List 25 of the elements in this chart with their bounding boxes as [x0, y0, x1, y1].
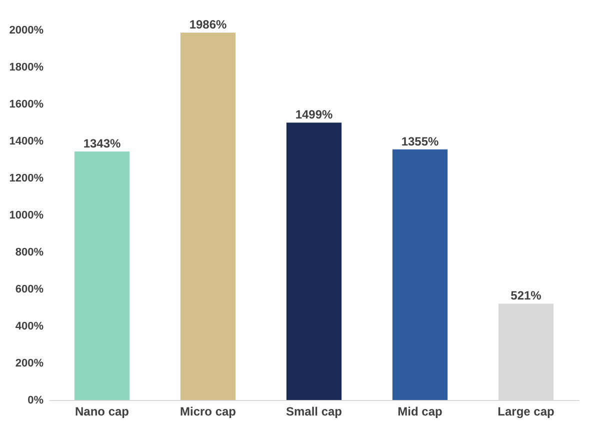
- x-tick-label: Small cap: [286, 404, 342, 418]
- x-tick-label: Micro cap: [180, 404, 236, 418]
- y-tick-label: 2000%: [9, 24, 44, 36]
- bar: [74, 152, 130, 400]
- bar: [286, 122, 342, 400]
- y-tick-label: 1000%: [9, 210, 44, 222]
- y-tick-label: 1800%: [9, 62, 44, 74]
- data-label: 1343%: [83, 136, 122, 151]
- y-tick-label: 1200%: [9, 172, 44, 184]
- bar: [392, 149, 448, 400]
- bar: [180, 32, 236, 400]
- y-tick-label: 1600%: [9, 98, 44, 110]
- y-tick-label: 1400%: [9, 136, 44, 148]
- x-tick-label: Mid cap: [398, 404, 442, 418]
- y-tick-label: 200%: [15, 358, 44, 370]
- x-tick-label: Large cap: [498, 404, 554, 418]
- data-label: 1355%: [401, 134, 440, 148]
- y-tick-label: 600%: [15, 284, 44, 296]
- x-tick-label: Nano cap: [74, 404, 130, 418]
- data-label: 521%: [510, 288, 542, 303]
- y-tick-label: 400%: [15, 320, 44, 332]
- y-tick-label: 800%: [15, 246, 44, 258]
- y-tick-label: 0%: [28, 394, 44, 406]
- data-label: 1986%: [189, 18, 228, 32]
- data-label: 1499%: [295, 108, 334, 122]
